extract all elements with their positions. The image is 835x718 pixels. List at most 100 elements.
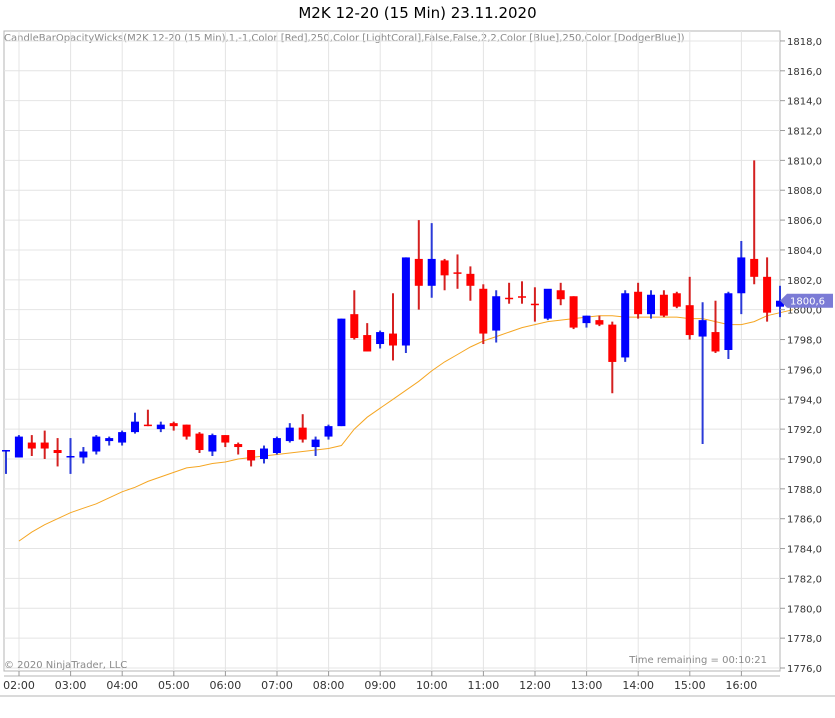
candle-body <box>118 432 127 443</box>
x-tick-label: 10:00 <box>416 679 448 692</box>
y-tick-label: 1804,0 <box>787 246 822 257</box>
time-remaining-text: Time remaining = 00:10:21 <box>629 655 767 666</box>
y-tick-label: 1796,0 <box>787 365 822 376</box>
y-tick-label: 1790,0 <box>787 455 822 466</box>
candle-body <box>285 427 294 442</box>
x-tick-label: 05:00 <box>158 679 190 692</box>
candle-body <box>311 439 320 448</box>
x-tick-label: 13:00 <box>571 679 603 692</box>
y-tick-label: 1786,0 <box>787 515 822 526</box>
y-tick-label: 1818,0 <box>787 37 822 48</box>
x-tick-label: 02:00 <box>3 679 35 692</box>
candle-body <box>492 296 501 331</box>
x-tick-label: 16:00 <box>726 679 758 692</box>
candle-body <box>608 324 617 362</box>
x-tick-label: 08:00 <box>313 679 345 692</box>
y-tick-label: 1800,0 <box>787 306 822 317</box>
candle-body <box>208 435 217 452</box>
candle-body <box>414 258 423 286</box>
candle-body <box>543 288 552 319</box>
candle-body <box>27 442 36 449</box>
candle-body <box>569 296 578 328</box>
y-tick-label: 1788,0 <box>787 485 822 496</box>
x-tick-label: 07:00 <box>261 679 293 692</box>
candle-body <box>750 258 759 277</box>
y-tick-label: 1806,0 <box>787 216 822 227</box>
copyright-text: © 2020 NinjaTrader, LLC <box>4 660 128 671</box>
x-tick-label: 12:00 <box>519 679 551 692</box>
y-tick-label: 1778,0 <box>787 634 822 645</box>
y-tick-label: 1798,0 <box>787 336 822 347</box>
y-tick-label: 1780,0 <box>787 604 822 615</box>
x-tick-label: 04:00 <box>106 679 138 692</box>
candle-body <box>105 438 114 442</box>
y-tick-label: 1812,0 <box>787 127 822 138</box>
candle-body <box>324 426 333 437</box>
y-axis: 1776,0 1778,0 1780,0 1782,0 1784,0 1786,0 1788… <box>780 37 822 675</box>
candle-body <box>401 257 410 346</box>
candle-body <box>2 450 10 452</box>
price-tag-shape <box>780 293 833 308</box>
candle-body <box>156 424 165 430</box>
candle-body <box>711 332 720 352</box>
x-tick-label: 06:00 <box>210 679 242 692</box>
y-tick-label: 1802,0 <box>787 276 822 287</box>
candle-body <box>182 424 191 437</box>
indicator-label: CandleBarOpacityWicks(M2K 12-20 (15 Min)… <box>4 33 685 44</box>
candle-body <box>79 451 88 458</box>
candle-body <box>621 293 630 358</box>
candle-body <box>66 455 75 458</box>
price-tag-label: 1800,6 <box>790 297 825 308</box>
candle-body <box>556 290 565 300</box>
x-tick-label: 09:00 <box>364 679 396 692</box>
candle-body <box>272 438 281 454</box>
candle-body <box>337 318 346 427</box>
y-tick-label: 1794,0 <box>787 395 822 406</box>
chart-title: M2K 12-20 (15 Min) 23.11.2020 <box>298 4 537 22</box>
x-tick-label: 11:00 <box>468 679 500 692</box>
candle-body <box>698 320 707 337</box>
price-tag: 1800,6 <box>780 293 833 308</box>
x-tick-label: 14:00 <box>622 679 654 692</box>
candle-body <box>582 315 591 324</box>
candle-body <box>505 297 514 300</box>
candle-body <box>518 296 526 298</box>
candle-body <box>647 294 655 315</box>
candle-body <box>389 333 397 346</box>
x-axis: 02:00 03:00 04:00 05:00 06:00 07:00 08:00 09:00… <box>3 671 757 692</box>
y-tick-label: 1784,0 <box>787 545 822 556</box>
candle-body <box>143 424 152 427</box>
candle-body <box>659 294 668 316</box>
plot-frame <box>3 30 781 672</box>
candle-body <box>479 288 488 334</box>
y-tick-label: 1810,0 <box>787 156 822 167</box>
candle-body <box>221 435 230 443</box>
candle-body <box>776 300 784 307</box>
y-tick-label: 1792,0 <box>787 425 822 436</box>
y-tick-label: 1816,0 <box>787 67 822 78</box>
candle-body <box>53 450 62 454</box>
candle-body <box>14 436 23 458</box>
candle-body <box>466 273 475 286</box>
candle-body <box>350 314 359 339</box>
candles-layer <box>2 160 784 474</box>
candle-body <box>376 332 385 345</box>
candle-body <box>737 257 746 294</box>
candle-body <box>763 276 772 313</box>
y-tick-label: 1808,0 <box>787 186 822 197</box>
candle-body <box>247 450 256 461</box>
candle-body <box>440 260 449 276</box>
y-tick-label: 1776,0 <box>787 664 822 675</box>
y-tick-label: 1814,0 <box>787 97 822 108</box>
candle-body <box>131 421 139 433</box>
candle-body <box>234 444 243 448</box>
candle-body <box>724 293 733 350</box>
candle-body <box>40 442 49 449</box>
x-tick-label: 03:00 <box>55 679 87 692</box>
candle-body <box>634 291 643 315</box>
x-tick-label: 15:00 <box>674 679 706 692</box>
candle-body <box>92 436 101 452</box>
candle-body <box>298 427 307 440</box>
candle-body <box>672 293 681 307</box>
